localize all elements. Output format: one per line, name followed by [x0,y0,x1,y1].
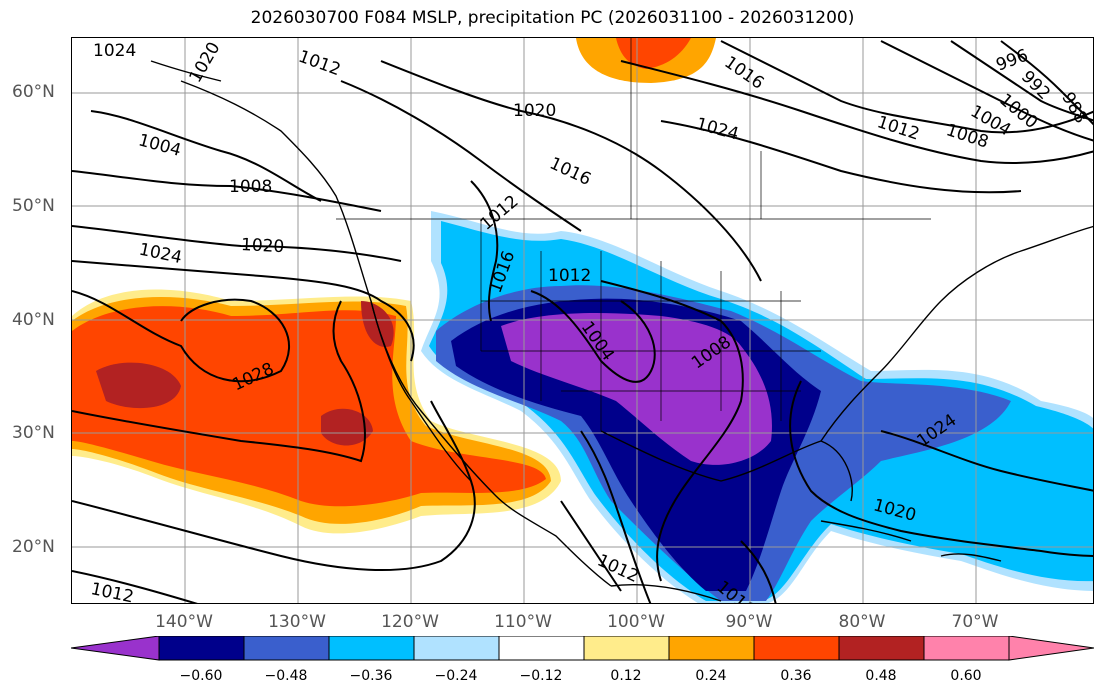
colorbar-segment [328,636,415,661]
state-borders [336,38,931,431]
lat-label-20n: 20°N [12,537,55,557]
lon-label-90w: 90°W [725,612,773,632]
map-svg: 1024 1020 1012 1004 1008 1020 1024 1028 … [72,38,1093,604]
colorbar-tick-label: −0.12 [519,668,563,684]
colorbar-segment [71,636,160,661]
isobar-label: 1020 [186,39,225,86]
colorbar-tick-label: 0.48 [865,668,897,684]
isobar-label: 1020 [513,101,556,121]
lat-label-40n: 40°N [12,310,55,330]
colorbar-segment [923,636,1010,661]
lat-label-30n: 30°N [12,423,55,443]
colorbar-tick-label: −0.24 [434,668,478,684]
isobar-label: 992 [1017,67,1054,104]
lon-label-110w: 110°W [494,612,552,632]
colorbar-segment [753,636,840,661]
arctic-anomaly-red [616,38,691,69]
isobar-label: 1012 [548,266,591,286]
isobar-label: 1024 [137,240,183,269]
colorbar-tick-label: 0.12 [610,668,642,684]
isobar-label: 1012 [875,112,922,144]
colorbar-segment [243,636,330,661]
lon-label-140w: 140°W [155,612,213,632]
colorbar-tick-label: −0.60 [179,668,223,684]
lat-label-60n: 60°N [12,82,55,102]
colorbar-tick-label: 0.24 [695,668,727,684]
lon-label-130w: 130°W [268,612,326,632]
colorbar-tick-label: −0.36 [349,668,393,684]
colorbar-segment [583,636,670,661]
lon-label-70w: 70°W [951,612,999,632]
isobar-label: 1012 [296,47,343,81]
pacific-anomaly-red [72,306,546,507]
lon-label-120w: 120°W [381,612,439,632]
isobars [72,40,1093,603]
colorbar-tick-label: 0.60 [950,668,982,684]
isobar-label: 1020 [241,235,285,257]
colorbar-tick-label: 0.36 [780,668,812,684]
lon-label-80w: 80°W [838,612,886,632]
isobar-label: 1008 [229,177,272,197]
colorbar-segment [413,636,500,661]
colorbar [71,636,1094,661]
colorbar-segment [1008,636,1094,661]
coastlines [150,60,1093,602]
isobar-label: 1016 [721,52,768,93]
isobar-label: 996 [993,46,1030,76]
colorbar-segment [668,636,755,661]
lat-label-50n: 50°N [12,196,55,216]
pacific-anomaly-dark [96,362,181,409]
lon-label-100w: 100°W [607,612,665,632]
isobar-label: 1012 [89,579,135,604]
pacific-anomaly-dark-2 [321,408,373,446]
colorbar-segment [498,636,585,661]
colorbar-segment [158,636,245,661]
map-panel: 1024 1020 1012 1004 1008 1020 1024 1028 … [71,37,1094,604]
map-title: 2026030700 F084 MSLP, precipitation PC (… [250,8,855,28]
isobar-label: 1016 [546,154,594,190]
colorbar-tick-label: −0.48 [264,668,308,684]
isobar-label: 1024 [694,114,741,145]
isobar-label: 1024 [93,41,136,61]
isobar-label: 988 [1057,89,1091,127]
colorbar-segment [838,636,925,661]
isobar-label: 1012 [594,551,642,587]
